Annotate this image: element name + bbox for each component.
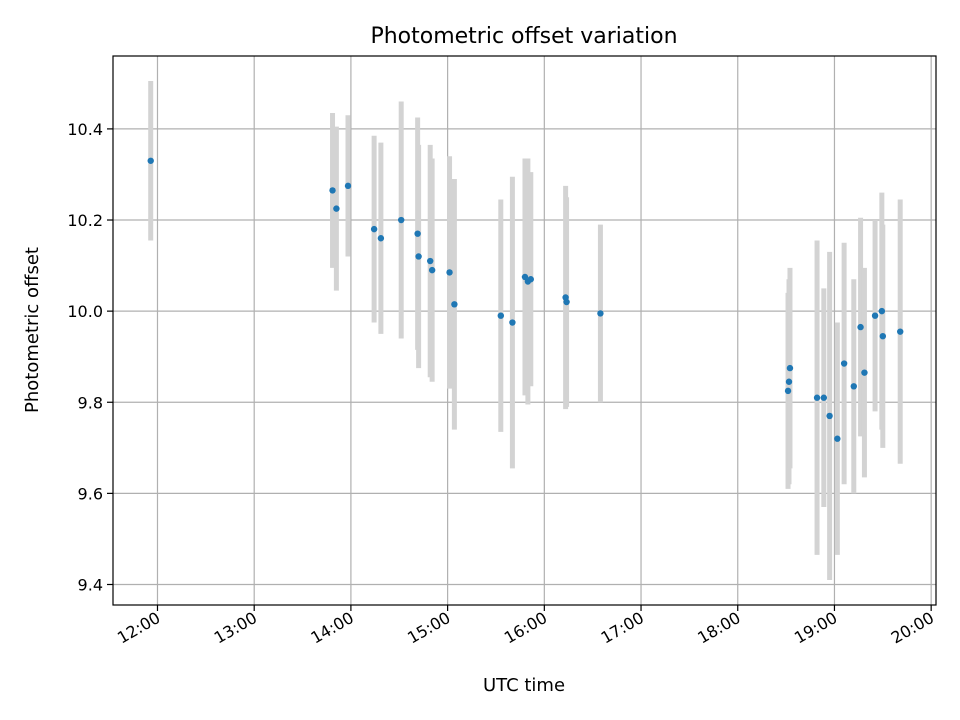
data-point bbox=[397, 216, 405, 224]
data-point bbox=[527, 276, 534, 283]
data-points bbox=[147, 157, 904, 442]
data-point bbox=[415, 253, 422, 260]
y-tick-label: 10.4 bbox=[67, 120, 103, 139]
data-point bbox=[820, 394, 828, 401]
data-point bbox=[377, 235, 385, 242]
data-point bbox=[451, 301, 458, 308]
data-point bbox=[370, 225, 378, 233]
data-point bbox=[428, 266, 436, 274]
y-axis-label: Photometric offset bbox=[22, 247, 43, 413]
axes-frame bbox=[112, 55, 937, 606]
data-point bbox=[850, 383, 857, 390]
data-point bbox=[497, 312, 505, 319]
data-point bbox=[813, 394, 821, 401]
data-point bbox=[785, 378, 793, 385]
data-point bbox=[878, 307, 886, 315]
y-tick-label: 10.2 bbox=[67, 211, 103, 230]
data-point bbox=[786, 364, 794, 372]
data-point bbox=[834, 435, 841, 442]
data-point bbox=[446, 269, 453, 276]
data-point bbox=[333, 205, 340, 212]
data-point bbox=[871, 312, 879, 319]
data-point bbox=[563, 298, 570, 306]
data-point bbox=[509, 319, 516, 326]
chart-title: Photometric offset variation bbox=[370, 24, 677, 49]
data-point bbox=[597, 310, 604, 317]
data-point bbox=[344, 182, 352, 190]
data-point bbox=[861, 369, 868, 376]
data-point bbox=[414, 230, 421, 237]
data-point bbox=[897, 328, 904, 335]
data-point bbox=[521, 273, 529, 281]
data-point bbox=[147, 157, 154, 164]
y-tick-label: 9.6 bbox=[78, 484, 103, 503]
y-tick-label: 10.0 bbox=[67, 302, 103, 321]
data-point bbox=[826, 412, 833, 420]
data-point bbox=[784, 387, 792, 395]
y-tick-label: 9.8 bbox=[78, 393, 103, 412]
data-point bbox=[329, 187, 336, 194]
data-point bbox=[427, 257, 434, 265]
y-axis-ticks: 9.4 9.6 9.8 10.0 10.2 10.4 bbox=[67, 120, 113, 594]
y-tick-label: 9.4 bbox=[78, 575, 103, 594]
data-point bbox=[840, 360, 848, 367]
data-point bbox=[857, 323, 864, 331]
data-point bbox=[879, 332, 887, 340]
x-axis-label: UTC time bbox=[483, 675, 565, 696]
